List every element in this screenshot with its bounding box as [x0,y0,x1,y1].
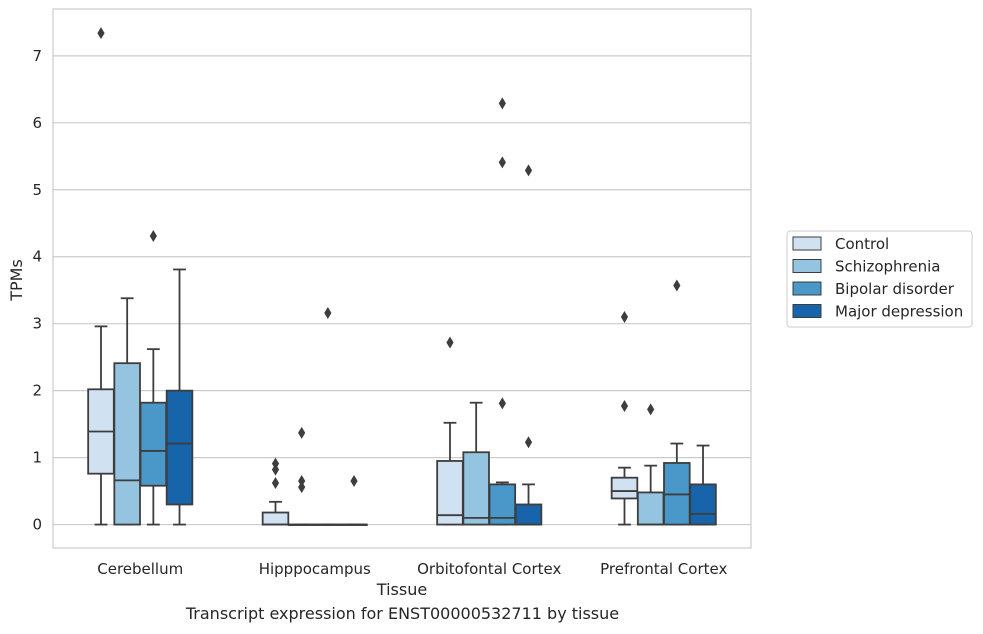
y-tick-label: 0 [32,516,42,534]
outlier-point [498,156,506,169]
outlier-point [620,311,629,323]
legend: Control Schizophrenia Bipolar disorder Majo… [786,230,973,328]
legend-frame [786,230,973,328]
legend-label: Schizophrenia [835,258,940,276]
legend-swatch [792,236,822,251]
outlier-point [524,436,533,449]
box-plots [87,27,717,526]
box-0-0 [87,27,115,526]
outlier-point [97,27,105,40]
outlier-point [149,229,157,242]
box-2-3 [663,279,691,526]
x-axis-ticks: Cerebellum Hipppocampus Orbitofontal Corte… [97,560,727,578]
x-tick-label: Prefrontal Cortex [600,560,727,578]
x-tick-label: Hipppocampus [259,560,371,578]
outlier-point [673,279,681,292]
outlier-point [446,336,454,349]
outlier-point [524,164,533,177]
box-body [514,503,543,526]
box-body [113,362,141,526]
legend-label: Bipolar disorder [835,280,955,298]
box-body [610,476,639,500]
outlier-point [271,457,280,470]
outlier-point [350,475,358,488]
x-tick-label: Orbitofontal Cortex [417,560,561,578]
box-1-2 [462,401,490,526]
box-0-1 [261,457,290,526]
legend-swatch [792,281,822,296]
box-2-1 [314,306,342,526]
y-tick-label: 3 [32,315,42,333]
box-body [636,491,665,526]
legend-swatch [792,304,822,318]
outlier-point [647,403,655,416]
outlier-point [498,397,506,410]
box-body [139,401,168,487]
y-tick-label: 7 [32,47,42,65]
box-body [165,389,194,506]
box-body [689,483,717,526]
y-tick-label: 5 [32,181,42,199]
outlier-point [620,400,629,413]
y-tick-label: 2 [32,382,42,400]
outlier-point [271,477,280,490]
legend-label: Major depression [835,303,963,321]
x-axis-label: Tissue [376,580,427,599]
box-3-2 [514,164,543,526]
x-tick-label: Cerebellum [97,560,183,578]
box-3-1 [340,475,368,526]
y-tick-label: 1 [32,449,42,467]
plot-frame [52,8,752,549]
outlier-point [298,475,306,488]
box-0-2 [436,336,464,526]
outlier-point [298,426,306,439]
box-0-3 [610,311,639,526]
y-tick-label: 6 [32,114,42,132]
legend-label: Control [835,235,889,253]
outlier-point [298,481,306,494]
box-2-2 [488,97,517,526]
box-3-3 [689,444,717,526]
outlier-point [271,463,280,476]
box-1-1 [287,426,316,526]
outlier-point [498,97,506,110]
legend-swatch [792,259,822,273]
y-axis-label: TPMs [7,259,26,302]
box-3-0 [165,268,194,526]
box-1-3 [636,403,665,526]
box-body [261,511,290,526]
y-tick-label: 4 [32,248,42,266]
outlier-point [324,306,332,319]
box-body [462,451,490,526]
box-1-0 [113,297,141,526]
y-axis-ticks: 0 1 2 3 4 5 6 7 [32,47,42,534]
chart-caption: Transcript expression for ENST0000053271… [185,604,620,623]
box-2-0 [139,229,168,526]
